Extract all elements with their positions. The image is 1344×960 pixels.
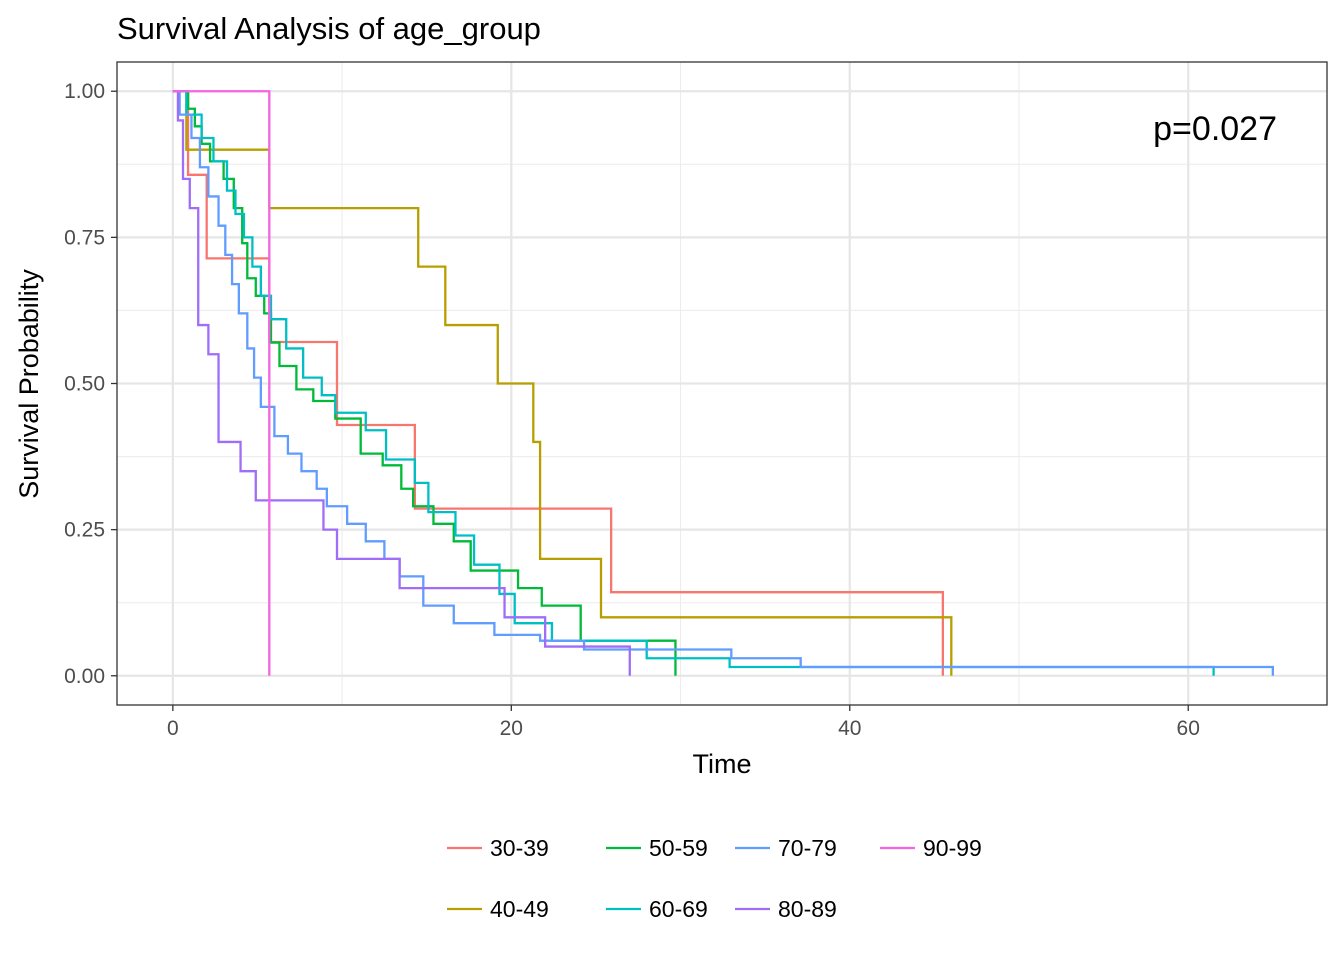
legend-item-30-39: 30-39 (447, 835, 549, 861)
series-lines (172, 90, 1274, 676)
legend-label: 50-59 (649, 835, 708, 861)
legend-item-90-99: 90-99 (880, 835, 982, 861)
legend-label: 80-89 (778, 896, 837, 922)
legend-label: 30-39 (490, 835, 549, 861)
series-line-70-79 (172, 90, 1274, 676)
series-line-80-89 (172, 90, 631, 676)
x-tick-label: 20 (500, 717, 523, 740)
x-axis: 0 20 40 60 (167, 705, 1200, 740)
legend: 30-39 40-49 50-59 60-69 70-79 80-89 90-99 (447, 835, 982, 922)
y-tick-label: 0.25 (64, 519, 105, 542)
x-tick-label: 0 (167, 717, 179, 740)
series-line-90-99 (172, 90, 271, 676)
p-value-annotation: p=0.027 (1153, 110, 1277, 148)
x-tick-label: 60 (1177, 717, 1200, 740)
legend-item-70-79: 70-79 (735, 835, 837, 861)
legend-label: 90-99 (923, 835, 982, 861)
legend-item-60-69: 60-69 (606, 896, 708, 922)
legend-label: 60-69 (649, 896, 708, 922)
y-axis: 0.00 0.25 0.50 0.75 1.00 (64, 80, 117, 688)
x-tick-label: 40 (838, 717, 861, 740)
legend-item-80-89: 80-89 (735, 896, 837, 922)
y-tick-label: 0.75 (64, 226, 105, 249)
legend-item-50-59: 50-59 (606, 835, 708, 861)
chart-title: Survival Analysis of age_group (117, 11, 541, 46)
y-tick-label: 0.50 (64, 373, 105, 396)
legend-item-40-49: 40-49 (447, 896, 549, 922)
y-tick-label: 0.00 (64, 665, 105, 688)
y-tick-label: 1.00 (64, 80, 105, 103)
legend-label: 70-79 (778, 835, 837, 861)
series-line-30-39 (172, 90, 944, 676)
major-gridlines (117, 62, 1327, 705)
x-axis-title: Time (693, 749, 752, 779)
legend-label: 40-49 (490, 896, 549, 922)
y-axis-title: Survival Probability (14, 269, 44, 499)
series-line-60-69 (172, 90, 1215, 676)
